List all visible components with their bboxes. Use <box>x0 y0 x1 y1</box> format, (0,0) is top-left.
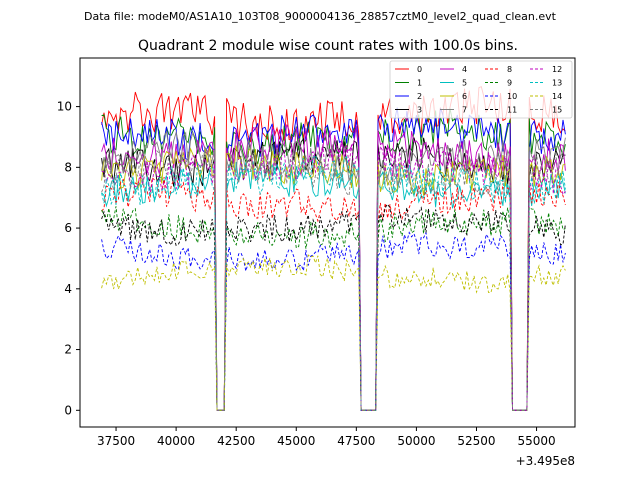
series-line-10 <box>101 231 566 411</box>
legend-label-15: 15 <box>552 106 562 115</box>
legend-label-12: 12 <box>552 65 562 74</box>
figure-suptitle: Data file: modeM0/AS1A10_103T08_90000041… <box>84 10 557 23</box>
x-tick-label: 37500 <box>97 434 135 448</box>
x-tick-label: 42500 <box>217 434 255 448</box>
series-line-7 <box>101 130 566 411</box>
x-axis: 37500 40000 42500 45000 47500 50000 52500 55000 <box>97 427 556 448</box>
series-line-1 <box>101 108 566 411</box>
x-tick-label: 45000 <box>277 434 315 448</box>
series-line-2 <box>101 107 566 411</box>
legend-label-9: 9 <box>507 79 512 88</box>
legend-label-14: 14 <box>552 92 562 101</box>
series-line-13 <box>101 154 566 411</box>
legend-label-1: 1 <box>417 79 422 88</box>
x-tick-label: 50000 <box>397 434 435 448</box>
legend-label-4: 4 <box>462 65 467 74</box>
legend-label-0: 0 <box>417 65 422 74</box>
series-line-11 <box>101 203 566 411</box>
series-line-12 <box>101 140 566 411</box>
legend-label-11: 11 <box>507 106 517 115</box>
x-tick-label: 47500 <box>337 434 375 448</box>
legend-box <box>389 60 573 119</box>
legend-label-8: 8 <box>507 65 512 74</box>
legend-label-6: 6 <box>462 92 467 101</box>
y-tick-label: 2 <box>64 343 72 357</box>
y-tick-label: 10 <box>57 100 72 114</box>
series-line-9 <box>101 206 566 411</box>
series-line-14 <box>101 254 566 411</box>
series-line-6 <box>101 145 566 411</box>
series-layer <box>101 85 566 411</box>
y-axis: 0 2 4 6 8 10 <box>57 100 80 417</box>
legend-label-5: 5 <box>462 79 467 88</box>
legend-label-2: 2 <box>417 92 422 101</box>
legend-label-10: 10 <box>507 92 517 101</box>
plot-frame <box>79 57 576 428</box>
x-tick-label: 52500 <box>457 434 495 448</box>
y-tick-label: 0 <box>64 403 72 417</box>
chart-title: Quadrant 2 module wise count rates with … <box>138 38 518 54</box>
series-line-15 <box>101 148 566 411</box>
y-tick-label: 8 <box>64 160 72 174</box>
y-tick-label: 4 <box>64 282 72 296</box>
legend-label-13: 13 <box>552 79 562 88</box>
legend-label-3: 3 <box>417 106 422 115</box>
x-offset-label: +3.495e8 <box>516 454 575 468</box>
legend-label-7: 7 <box>462 106 467 115</box>
x-tick-label: 55000 <box>517 434 555 448</box>
series-line-5 <box>101 161 566 411</box>
series-line-8 <box>101 176 566 411</box>
x-tick-label: 40000 <box>157 434 195 448</box>
y-tick-label: 6 <box>64 221 72 235</box>
